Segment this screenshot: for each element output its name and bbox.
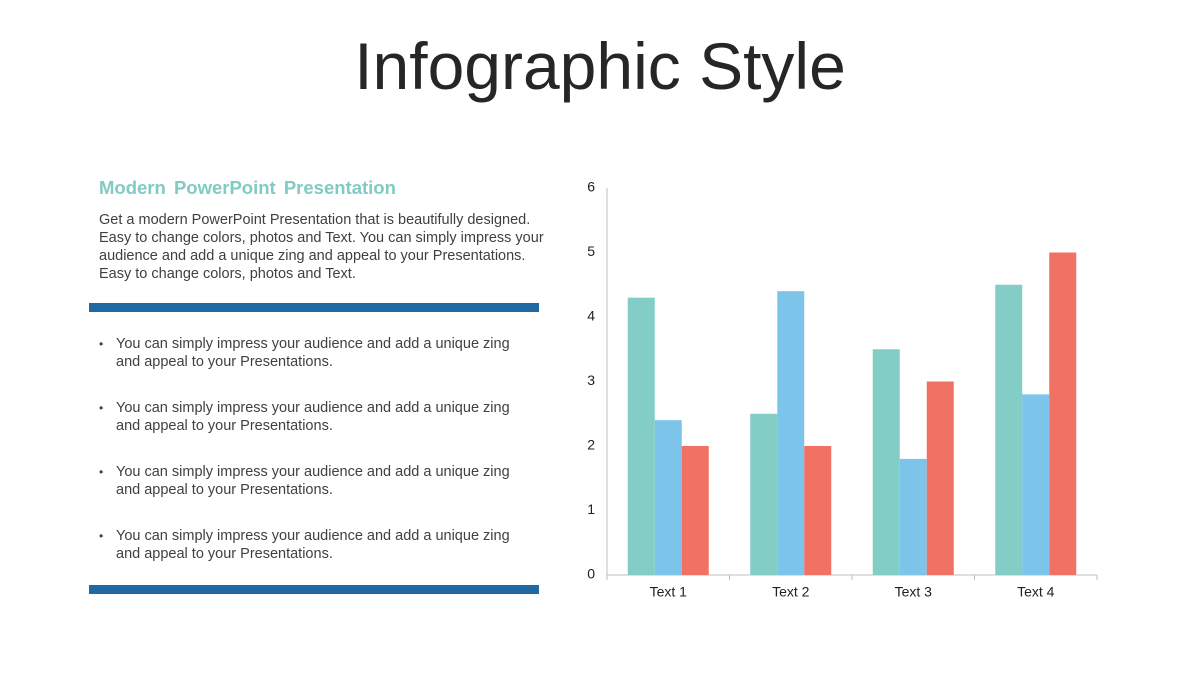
- bar: [872, 349, 900, 575]
- y-tick-label: 0: [587, 566, 595, 582]
- bullet-list: You can simply impress your audience and…: [99, 335, 529, 591]
- paragraph: Get a modern PowerPoint Presentation tha…: [99, 212, 544, 282]
- bullet: You can simply impress your audience and…: [99, 335, 529, 399]
- y-tick-label: 5: [587, 243, 595, 259]
- bullet: You can simply impress your audience and…: [99, 527, 529, 591]
- bar: [681, 446, 709, 575]
- x-tick-label: Text 4: [1017, 584, 1055, 600]
- y-tick-label: 6: [587, 179, 595, 195]
- bar: [995, 284, 1023, 575]
- x-tick-label: Text 3: [895, 584, 933, 600]
- divider: [89, 585, 539, 594]
- bar: [750, 413, 778, 575]
- bar: [804, 446, 832, 575]
- x-tick-label: Text 2: [772, 584, 810, 600]
- x-tick-label: Text 1: [650, 584, 688, 600]
- bar: [777, 291, 805, 575]
- y-tick-label: 4: [587, 308, 595, 324]
- bar: [926, 381, 954, 575]
- bar: [654, 420, 682, 575]
- y-tick-label: 3: [587, 372, 595, 388]
- bar: [627, 297, 655, 575]
- bullet: You can simply impress your audience and…: [99, 399, 529, 463]
- bar: [1022, 394, 1050, 575]
- y-tick-label: 2: [587, 437, 595, 453]
- bar: [899, 458, 927, 575]
- bullet: You can simply impress your audience and…: [99, 463, 529, 527]
- bar: [1049, 252, 1077, 575]
- slide-title: Infographic Style: [354, 29, 846, 103]
- divider: [89, 303, 539, 312]
- heading: Modern PowerPoint Presentation: [99, 177, 396, 198]
- y-tick-label: 1: [587, 501, 595, 517]
